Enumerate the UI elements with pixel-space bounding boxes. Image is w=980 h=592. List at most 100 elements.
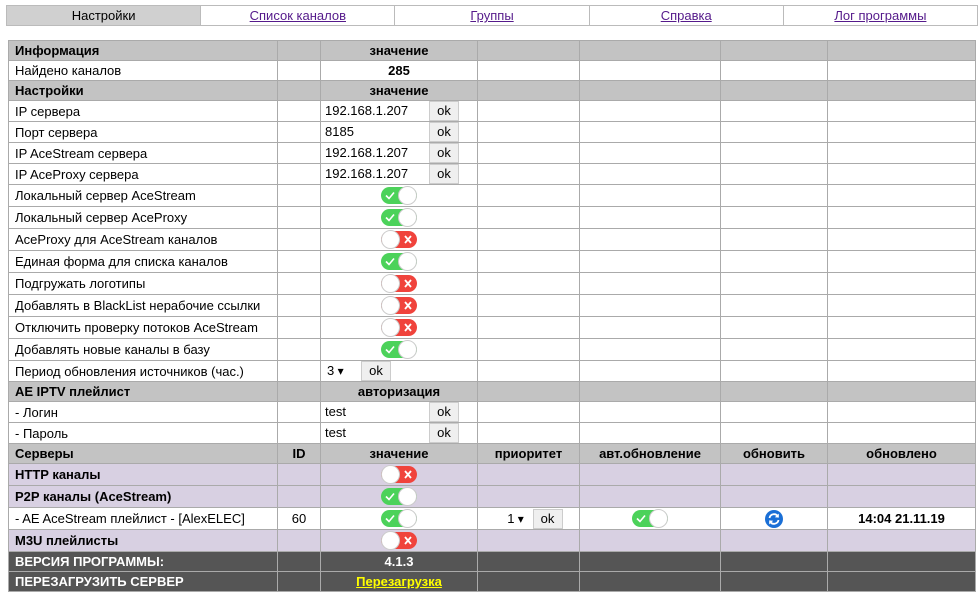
table-cell: [277, 485, 321, 508]
ok-button[interactable]: ok: [429, 143, 459, 163]
row-label: Период обновления источников (час.): [15, 363, 244, 379]
toggle-switch[interactable]: [380, 508, 418, 529]
table-cell: [579, 551, 721, 572]
table-cell: Информация: [8, 40, 278, 61]
row-label: - Логин: [15, 404, 58, 420]
table-cell: [579, 272, 721, 295]
text-input[interactable]: 192.168.1.207: [325, 145, 409, 160]
toggle-switch[interactable]: [380, 486, 418, 507]
table-cell: [720, 338, 828, 361]
table-cell: [320, 228, 478, 251]
nav-tab[interactable]: Лог программы: [834, 8, 927, 23]
toggle-switch[interactable]: [380, 317, 418, 338]
table-cell: [579, 184, 721, 207]
table-row: - Пароль test ok: [8, 422, 976, 444]
table-cell: 4.1.3: [320, 551, 478, 572]
table-cell: [720, 401, 828, 423]
table-cell: [827, 228, 976, 251]
table-row: IP AceStream сервера 192.168.1.207 ok: [8, 142, 976, 164]
toggle-switch[interactable]: [380, 185, 418, 206]
table-cell: 60: [277, 507, 321, 530]
table-cell: [720, 121, 828, 143]
table-row: Локальный сервер AceProxy: [8, 206, 976, 229]
table-cell: [579, 422, 721, 444]
table-cell: [579, 100, 721, 122]
restart-link[interactable]: Перезагрузка: [356, 574, 442, 589]
table-row: AE IPTV плейлист авторизация: [8, 381, 976, 402]
table-cell: Найдено каналов: [8, 60, 278, 81]
updated-time: 14:04 21.11.19: [858, 511, 945, 526]
row-label: IP AceStream сервера: [15, 145, 148, 161]
table-cell: [320, 250, 478, 273]
dropdown[interactable]: 1: [495, 510, 533, 528]
table-cell: [720, 381, 828, 402]
text-input[interactable]: 192.168.1.207: [325, 103, 409, 118]
ok-button[interactable]: ok: [429, 402, 459, 422]
toggle-switch[interactable]: [380, 464, 418, 485]
table-cell: [477, 338, 580, 361]
table-cell: [827, 338, 976, 361]
table-row: ВЕРСИЯ ПРОГРАММЫ: 4.1.3: [8, 551, 976, 572]
table-cell: 3ok: [320, 360, 478, 382]
table-cell: - Логин: [8, 401, 278, 423]
toggle-switch[interactable]: [380, 530, 418, 551]
server-id: 60: [291, 511, 307, 526]
table-cell: [827, 250, 976, 273]
ok-button[interactable]: ok: [532, 508, 563, 529]
table-cell: Период обновления источников (час.): [8, 360, 278, 382]
nav-tab[interactable]: Справка: [590, 6, 784, 25]
table-cell: 14:04 21.11.19: [827, 507, 976, 530]
settings-table: Информация значение Найдено каналов 285 Наст…: [8, 40, 976, 592]
table-cell: [477, 184, 580, 207]
ok-button[interactable]: ok: [429, 101, 459, 121]
column-header: значение: [369, 83, 429, 98]
ok-button[interactable]: ok: [429, 423, 459, 443]
toggle-switch[interactable]: [380, 207, 418, 228]
column-header: значение: [369, 43, 429, 58]
refresh-button[interactable]: [765, 509, 783, 528]
text-input[interactable]: test: [325, 425, 346, 440]
table-cell: [827, 551, 976, 572]
table-cell: M3U плейлисты: [8, 529, 278, 552]
toggle-switch[interactable]: [380, 251, 418, 272]
table-cell: [579, 529, 721, 552]
row-label: IP сервера: [15, 103, 81, 119]
text-input[interactable]: 192.168.1.207: [325, 166, 409, 181]
table-cell: [720, 422, 828, 444]
table-cell: [827, 142, 976, 164]
ok-button[interactable]: ok: [429, 122, 459, 142]
toggle-switch[interactable]: [380, 229, 418, 250]
table-cell: [320, 463, 478, 486]
text-input[interactable]: 8185: [325, 124, 354, 139]
toggle-switch[interactable]: [380, 273, 418, 294]
table-cell: IP AceProxy сервера: [8, 163, 278, 185]
nav-tab[interactable]: Список каналов: [201, 6, 396, 25]
toggle-switch[interactable]: [380, 339, 418, 360]
table-cell: [579, 80, 721, 101]
table-cell: [320, 316, 478, 339]
table-cell: [477, 294, 580, 317]
table-cell: HTTP каналы: [8, 463, 278, 486]
table-cell: - Пароль: [8, 422, 278, 444]
page: Настройки Список каналов Группы Справка Лог …: [0, 0, 980, 571]
table-cell: [277, 529, 321, 552]
row-label: Настройки: [15, 83, 84, 98]
text-input[interactable]: test: [325, 404, 346, 419]
ok-button[interactable]: ok: [361, 361, 391, 381]
table-cell: [477, 60, 580, 81]
nav-tab[interactable]: Группы: [395, 6, 590, 25]
toggle-switch[interactable]: [631, 508, 669, 529]
table-cell: [579, 163, 721, 185]
ok-button[interactable]: ok: [429, 164, 459, 184]
table-cell: ID: [277, 443, 321, 464]
toggle-switch[interactable]: [380, 295, 418, 316]
table-cell: [720, 485, 828, 508]
table-row: Локальный сервер AceStream: [8, 184, 976, 207]
dropdown[interactable]: 3: [323, 362, 361, 380]
version: 4.1.3: [384, 554, 414, 569]
table-cell: [579, 60, 721, 81]
table-cell: 8185 ok: [320, 121, 478, 143]
table-cell: [720, 163, 828, 185]
table-row: Настройки значение: [8, 80, 976, 101]
nav-tab[interactable]: Настройки: [7, 6, 202, 25]
